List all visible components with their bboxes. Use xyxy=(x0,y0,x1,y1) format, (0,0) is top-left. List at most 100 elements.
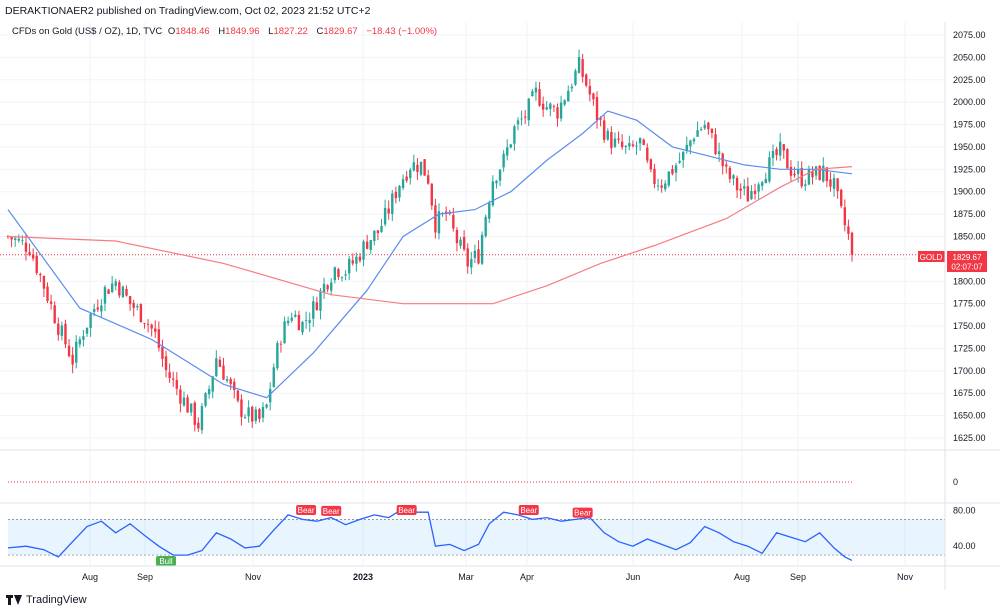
candle-body xyxy=(678,160,681,163)
candle-body xyxy=(225,379,229,381)
price-tick-label: 2075.00 xyxy=(953,30,986,40)
candlestick-series xyxy=(6,49,854,434)
candle-body xyxy=(739,188,742,191)
candle-body xyxy=(753,190,757,195)
bull-signal-badge xyxy=(156,556,177,566)
candle-body xyxy=(268,388,272,403)
candle-body xyxy=(728,167,732,180)
symbol-title[interactable]: CFDs on Gold (US$ / OZ), 1D, TVC xyxy=(12,26,163,37)
candle-body xyxy=(139,304,143,323)
candle-body xyxy=(31,254,35,259)
candle-body xyxy=(427,175,430,184)
ohlc-close: C1829.67 xyxy=(316,26,360,37)
candle-body xyxy=(635,145,638,147)
candle-body xyxy=(470,259,473,268)
price-tick-label: 1650.00 xyxy=(953,411,986,421)
candle-body xyxy=(437,211,441,234)
candle-body xyxy=(628,143,631,147)
candle-body xyxy=(391,193,394,215)
candle-body xyxy=(21,240,24,242)
bear-signal-badge xyxy=(572,507,593,518)
candle-body xyxy=(462,236,466,250)
bear-signal-badge xyxy=(396,505,417,515)
candle-body xyxy=(552,106,556,108)
time-tick-label: Sep xyxy=(790,572,806,582)
candle-body xyxy=(67,345,71,357)
candle-body xyxy=(804,184,807,186)
candle-body xyxy=(757,184,760,192)
ma-fast-line xyxy=(7,110,853,399)
close-label: C xyxy=(316,26,324,37)
rsi-tick-label: 80.00 xyxy=(953,505,976,515)
indicator-pane-empty[interactable]: 0 xyxy=(8,477,958,487)
rsi-line xyxy=(7,508,853,561)
symbol-badge-label: GOLD xyxy=(920,253,943,262)
candle-body xyxy=(574,70,577,85)
bear-signal-badge xyxy=(518,505,539,515)
rsi-tick-label: 40.00 xyxy=(953,541,976,551)
candle-body xyxy=(847,226,850,234)
candle-body xyxy=(667,171,671,186)
ohlc-high: H1849.96 xyxy=(218,26,262,37)
candle-body xyxy=(807,168,811,185)
candle-body xyxy=(768,157,771,182)
last-price-badge xyxy=(947,251,987,272)
high-value: 1849.96 xyxy=(225,26,260,37)
tradingview-brand[interactable]: TradingView xyxy=(6,594,87,606)
candle-body xyxy=(488,203,491,219)
candle-body xyxy=(164,356,168,370)
time-axis[interactable]: Aug Sep Nov 2023 Mar Apr Jun Aug Sep Nov xyxy=(82,572,914,582)
time-tick-label: Jun xyxy=(626,572,641,582)
signal-label: Bear xyxy=(520,506,537,515)
candle-body xyxy=(602,120,606,140)
candle-body xyxy=(207,389,211,395)
candle-body xyxy=(308,320,311,323)
candle-body xyxy=(682,151,685,160)
candle-body xyxy=(35,255,38,273)
symbol-badge xyxy=(918,251,945,262)
candle-body xyxy=(24,242,28,252)
candle-body xyxy=(286,320,290,324)
candle-body xyxy=(416,164,419,173)
candle-body xyxy=(369,240,372,250)
candle-body xyxy=(161,346,164,359)
candle-body xyxy=(577,57,581,73)
candle-body xyxy=(588,86,592,95)
signal-label: Bull xyxy=(159,557,173,566)
price-tick-label: 2050.00 xyxy=(953,52,986,62)
candle-body xyxy=(240,399,243,417)
candle-body xyxy=(42,276,46,289)
price-tick-label: 1875.00 xyxy=(953,209,986,219)
candle-body xyxy=(272,367,275,387)
rsi-axis[interactable]: 80.00 40.00 xyxy=(953,505,976,551)
candle-body xyxy=(301,321,304,333)
candle-body xyxy=(376,230,380,234)
close-value: 1829.67 xyxy=(323,26,358,37)
candle-body xyxy=(229,379,232,385)
candle-body xyxy=(689,140,692,147)
candle-body xyxy=(297,314,301,331)
candle-body xyxy=(13,238,17,240)
candle-body xyxy=(585,74,588,86)
candle-body xyxy=(326,285,329,290)
candle-body xyxy=(606,130,609,140)
ohlc-open: O1848.46 xyxy=(168,26,213,37)
candle-body xyxy=(796,169,800,174)
candle-body xyxy=(312,301,315,319)
price-tick-label: 1700.00 xyxy=(953,366,986,376)
bear-signal-badge xyxy=(321,505,342,516)
price-axis[interactable]: 2075.00 2050.00 2025.00 2000.00 1975.00 1950.… xyxy=(953,30,986,443)
candle-body xyxy=(538,89,541,106)
candle-body xyxy=(638,137,642,144)
open-label: O xyxy=(167,26,176,37)
candle-body xyxy=(78,339,82,345)
candle-body xyxy=(782,144,785,151)
candle-body xyxy=(423,159,426,176)
price-pane[interactable] xyxy=(0,49,945,434)
candle-body xyxy=(631,144,635,147)
rsi-pane[interactable]: Bull Bear Bear Bear Bear Bear 80.00 40.00 xyxy=(7,505,976,566)
candle-body xyxy=(642,139,645,146)
candle-body xyxy=(674,165,678,173)
candle-body xyxy=(304,320,308,322)
